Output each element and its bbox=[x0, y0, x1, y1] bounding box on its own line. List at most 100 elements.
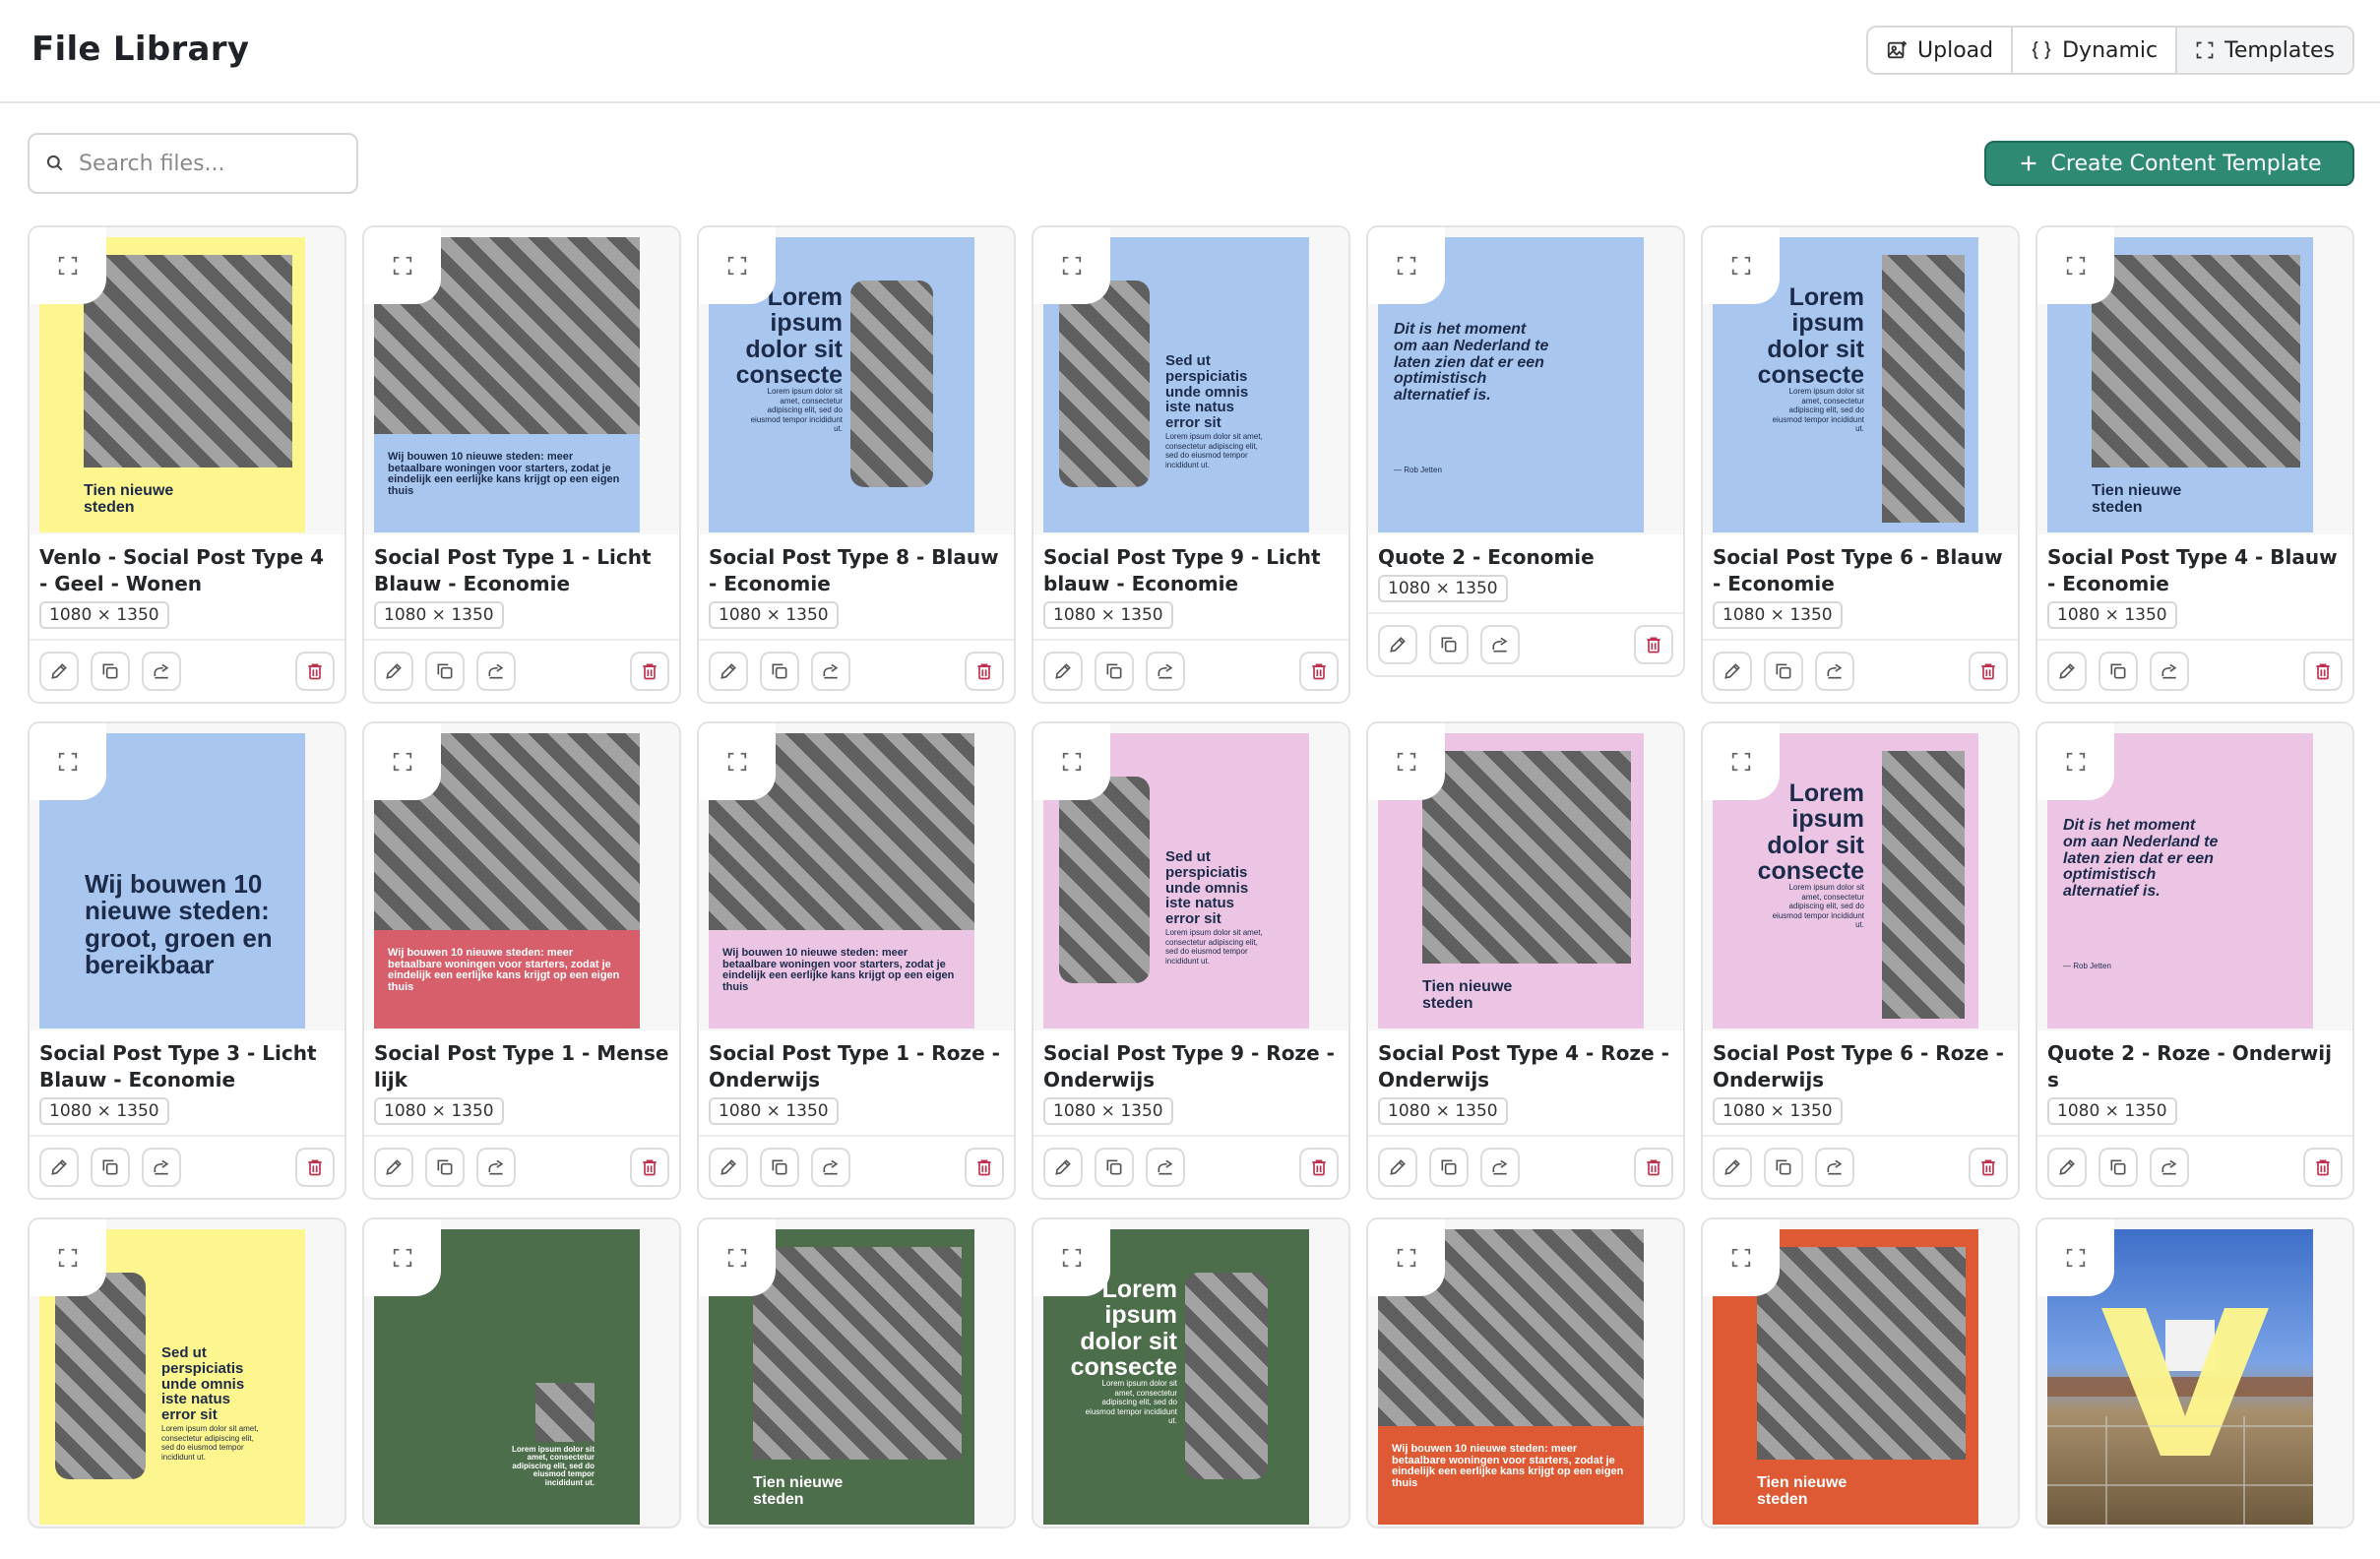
file-card[interactable]: "Dit is het moment om aan Nederland te l… bbox=[1366, 225, 1685, 677]
share-button[interactable] bbox=[1146, 652, 1185, 691]
file-card[interactable]: Tien nieuwe steden bbox=[1701, 1217, 2020, 1528]
duplicate-button[interactable] bbox=[1095, 1148, 1134, 1187]
card-thumbnail[interactable] bbox=[2037, 1219, 2352, 1527]
edit-button[interactable] bbox=[2047, 1148, 2087, 1187]
expand-button[interactable] bbox=[1033, 723, 1110, 800]
search-input[interactable] bbox=[77, 150, 346, 177]
file-card[interactable]: "Dit is het moment om aan Nederland te l… bbox=[2036, 721, 2354, 1200]
duplicate-button[interactable] bbox=[425, 652, 465, 691]
expand-button[interactable] bbox=[1368, 1219, 1445, 1296]
edit-button[interactable] bbox=[374, 652, 413, 691]
expand-button[interactable] bbox=[1703, 723, 1780, 800]
duplicate-button[interactable] bbox=[2098, 652, 2138, 691]
delete-button[interactable] bbox=[295, 1148, 335, 1187]
duplicate-button[interactable] bbox=[91, 1148, 130, 1187]
expand-button[interactable] bbox=[2037, 227, 2114, 304]
card-thumbnail[interactable]: Wij bouwen 10 nieuwe steden: meer betaal… bbox=[364, 227, 679, 534]
card-thumbnail[interactable]: Tien nieuwe steden bbox=[1703, 1219, 2018, 1527]
share-button[interactable] bbox=[142, 1148, 181, 1187]
delete-button[interactable] bbox=[2303, 652, 2343, 691]
share-button[interactable] bbox=[1146, 1148, 1185, 1187]
share-button[interactable] bbox=[1480, 625, 1520, 664]
card-thumbnail[interactable]: Tien nieuwe steden bbox=[1368, 723, 1683, 1030]
duplicate-button[interactable] bbox=[1764, 652, 1803, 691]
file-card[interactable]: Wij bouwen 10 nieuwe steden: meer betaal… bbox=[362, 721, 681, 1200]
edit-button[interactable] bbox=[1043, 652, 1083, 691]
expand-button[interactable] bbox=[699, 227, 776, 304]
delete-button[interactable] bbox=[1299, 1148, 1339, 1187]
card-thumbnail[interactable]: Lorem ipsum dolor sit amet, consectetur … bbox=[364, 1219, 679, 1527]
expand-button[interactable] bbox=[1703, 227, 1780, 304]
delete-button[interactable] bbox=[1969, 652, 2008, 691]
expand-button[interactable] bbox=[1368, 227, 1445, 304]
file-card[interactable]: Wij bouwen 10 nieuwe steden: groot, groe… bbox=[28, 721, 346, 1200]
expand-button[interactable] bbox=[364, 227, 441, 304]
card-thumbnail[interactable]: Lorem ipsum dolor sit consecte Lorem ipsu… bbox=[1033, 1219, 1348, 1527]
delete-button[interactable] bbox=[1299, 652, 1339, 691]
edit-button[interactable] bbox=[1713, 1148, 1752, 1187]
expand-button[interactable] bbox=[699, 723, 776, 800]
duplicate-button[interactable] bbox=[1764, 1148, 1803, 1187]
delete-button[interactable] bbox=[630, 1148, 669, 1187]
card-thumbnail[interactable]: Lorem ipsum dolor sit consecte Lorem ipsu… bbox=[699, 227, 1014, 534]
edit-button[interactable] bbox=[2047, 652, 2087, 691]
share-button[interactable] bbox=[476, 1148, 516, 1187]
file-card[interactable]: Lorem ipsum dolor sit consecte Lorem ipsu… bbox=[1701, 225, 2020, 704]
duplicate-button[interactable] bbox=[1429, 1148, 1469, 1187]
card-thumbnail[interactable]: Wij bouwen 10 nieuwe steden: meer betaal… bbox=[364, 723, 679, 1030]
upload-button[interactable]: Upload bbox=[1868, 28, 2014, 73]
file-card[interactable]: Wij bouwen 10 nieuwe steden: meer betaal… bbox=[697, 721, 1016, 1200]
share-button[interactable] bbox=[1815, 1148, 1854, 1187]
card-thumbnail[interactable]: Tien nieuwe steden bbox=[699, 1219, 1014, 1527]
file-card[interactable]: Tien nieuwe steden bbox=[697, 1217, 1016, 1528]
duplicate-button[interactable] bbox=[760, 1148, 799, 1187]
file-card[interactable]: Lorem ipsum dolor sit consecte Lorem ipsu… bbox=[1032, 1217, 1350, 1528]
card-thumbnail[interactable]: Lorem ipsum dolor sit consecte Lorem ipsu… bbox=[1703, 227, 2018, 534]
file-card[interactable]: Sed ut perspiciatis unde omnis iste natu… bbox=[1032, 225, 1350, 704]
card-thumbnail[interactable]: Wij bouwen 10 nieuwe steden: groot, groe… bbox=[30, 723, 344, 1030]
card-thumbnail[interactable]: Tien nieuwe steden bbox=[2037, 227, 2352, 534]
share-button[interactable] bbox=[142, 652, 181, 691]
card-thumbnail[interactable]: Sed ut perspiciatis unde omnis iste natu… bbox=[1033, 723, 1348, 1030]
share-button[interactable] bbox=[2150, 652, 2189, 691]
card-thumbnail[interactable]: Tien nieuwe steden bbox=[30, 227, 344, 534]
expand-button[interactable] bbox=[1033, 227, 1110, 304]
edit-button[interactable] bbox=[374, 1148, 413, 1187]
duplicate-button[interactable] bbox=[1095, 652, 1134, 691]
card-thumbnail[interactable]: Sed ut perspiciatis unde omnis iste natu… bbox=[30, 1219, 344, 1527]
share-button[interactable] bbox=[811, 652, 850, 691]
edit-button[interactable] bbox=[1378, 1148, 1417, 1187]
duplicate-button[interactable] bbox=[1429, 625, 1469, 664]
delete-button[interactable] bbox=[965, 1148, 1004, 1187]
file-card[interactable]: Tien nieuwe steden Venlo - Social Post T… bbox=[28, 225, 346, 704]
edit-button[interactable] bbox=[39, 1148, 79, 1187]
duplicate-button[interactable] bbox=[2098, 1148, 2138, 1187]
dynamic-button[interactable]: Dynamic bbox=[2013, 28, 2178, 73]
card-thumbnail[interactable]: Wij bouwen 10 nieuwe steden: meer betaal… bbox=[699, 723, 1014, 1030]
card-thumbnail[interactable]: Wij bouwen 10 nieuwe steden: meer betaal… bbox=[1368, 1219, 1683, 1527]
edit-button[interactable] bbox=[1378, 625, 1417, 664]
delete-button[interactable] bbox=[1634, 625, 1673, 664]
file-card[interactable]: Tien nieuwe steden Social Post Type 4 - … bbox=[1366, 721, 1685, 1200]
duplicate-button[interactable] bbox=[760, 652, 799, 691]
edit-button[interactable] bbox=[709, 652, 748, 691]
file-card[interactable]: Lorem ipsum dolor sit amet, consectetur … bbox=[362, 1217, 681, 1528]
card-thumbnail[interactable]: Lorem ipsum dolor sit consecte Lorem ipsu… bbox=[1703, 723, 2018, 1030]
edit-button[interactable] bbox=[1043, 1148, 1083, 1187]
file-card[interactable]: Sed ut perspiciatis unde omnis iste natu… bbox=[1032, 721, 1350, 1200]
expand-button[interactable] bbox=[30, 227, 106, 304]
card-thumbnail[interactable]: "Dit is het moment om aan Nederland te l… bbox=[2037, 723, 2352, 1030]
expand-button[interactable] bbox=[699, 1219, 776, 1296]
edit-button[interactable] bbox=[1713, 652, 1752, 691]
expand-button[interactable] bbox=[2037, 723, 2114, 800]
card-thumbnail[interactable]: Sed ut perspiciatis unde omnis iste natu… bbox=[1033, 227, 1348, 534]
share-button[interactable] bbox=[1815, 652, 1854, 691]
edit-button[interactable] bbox=[709, 1148, 748, 1187]
expand-button[interactable] bbox=[1033, 1219, 1110, 1296]
delete-button[interactable] bbox=[1634, 1148, 1673, 1187]
expand-button[interactable] bbox=[364, 723, 441, 800]
templates-button[interactable]: Templates bbox=[2177, 28, 2352, 73]
card-thumbnail[interactable]: "Dit is het moment om aan Nederland te l… bbox=[1368, 227, 1683, 534]
expand-button[interactable] bbox=[1368, 723, 1445, 800]
share-button[interactable] bbox=[476, 652, 516, 691]
